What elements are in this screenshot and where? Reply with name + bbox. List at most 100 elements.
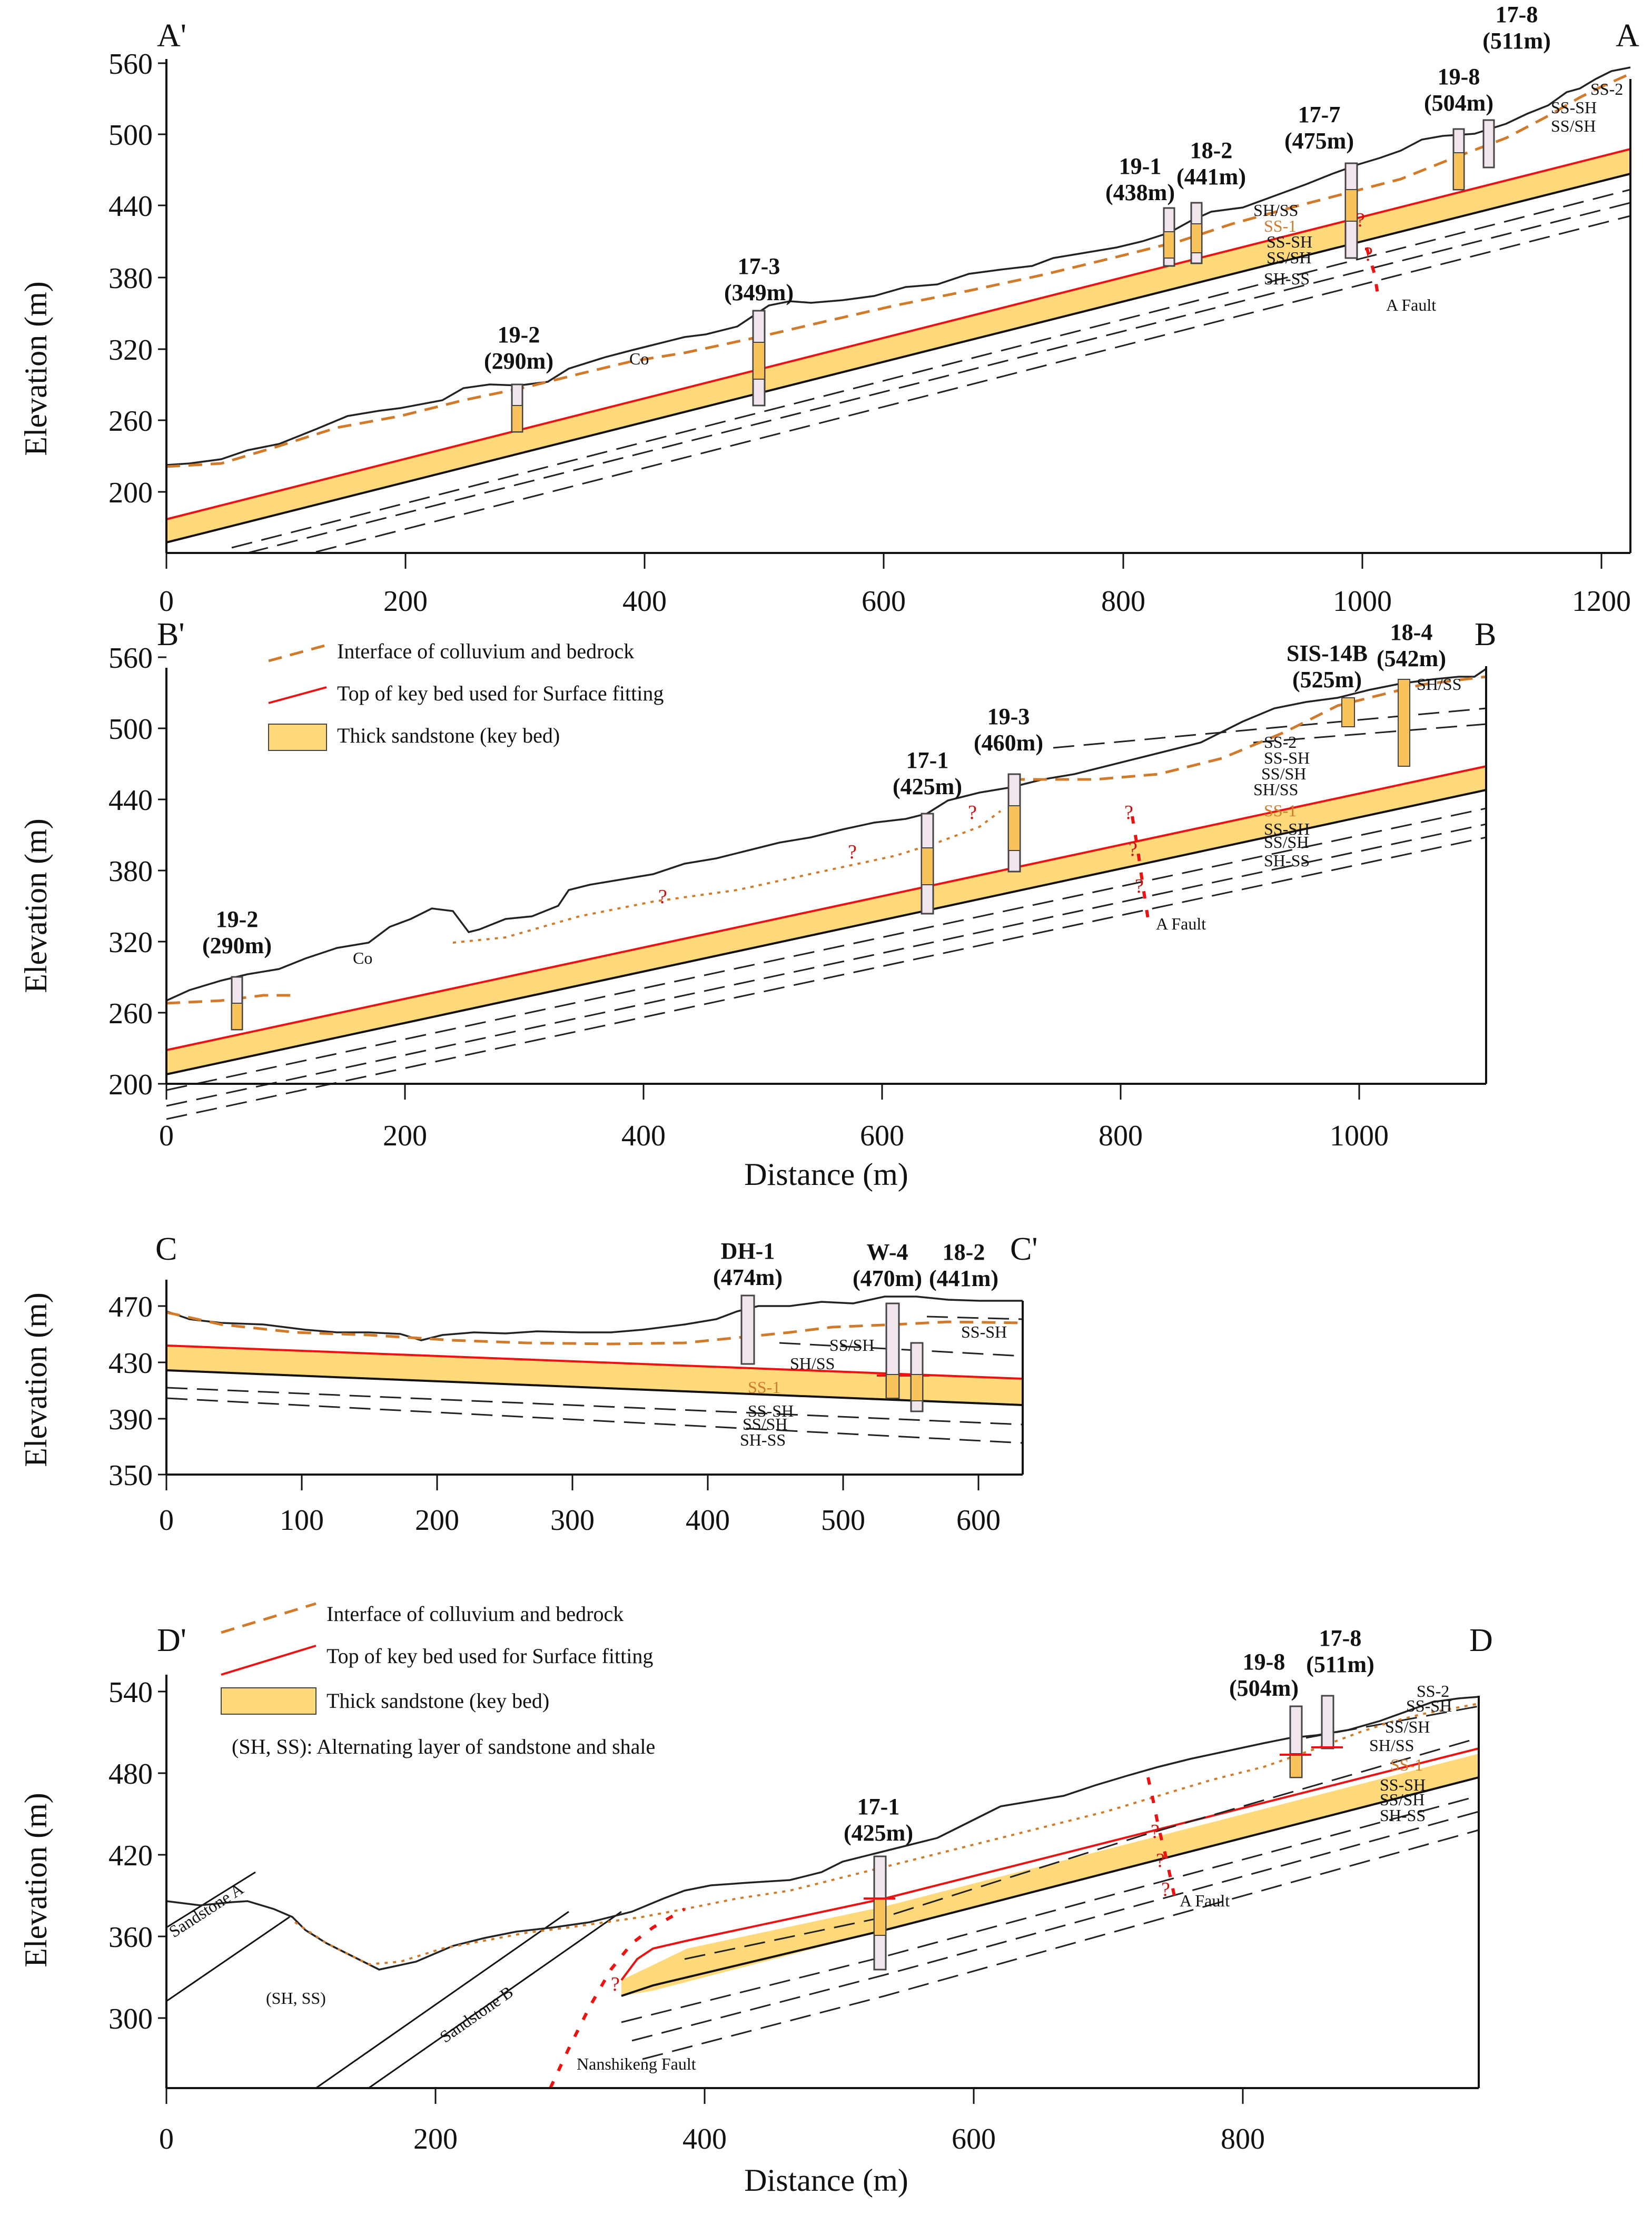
panel-d-right-label: D xyxy=(1469,1623,1493,1658)
borehole-elevation: (504m) xyxy=(1424,90,1493,116)
layer-label: SS-SH xyxy=(1264,748,1310,767)
legend-colluvium-swatch xyxy=(221,1602,316,1634)
borehole-elevation: (290m) xyxy=(484,348,553,374)
borehole-sandstone xyxy=(1345,189,1358,222)
legend-label: Thick sandstone (key bed) xyxy=(337,724,560,747)
panel-a-colluvium-interface xyxy=(166,72,1631,468)
panel-b-key-bed-bottom xyxy=(166,789,1487,1075)
sandstone-b-boundary xyxy=(315,1911,569,2089)
x-tick-label: 600 xyxy=(956,1504,1001,1537)
panel-d-layer-line xyxy=(631,1811,1479,2042)
layer-label: SH-SS xyxy=(1380,1806,1426,1825)
layer-label: SS-1 xyxy=(1264,216,1297,235)
x-tick-label: 400 xyxy=(686,1504,730,1537)
panel-a-key-bed-top xyxy=(166,148,1631,520)
layer-label: SS-2 xyxy=(1590,80,1623,98)
question-mark: ? xyxy=(1124,802,1133,824)
panel-c-boreholes: DH-1 (474m) W-4 (470m) 18-2 (441m) xyxy=(713,1238,998,1412)
borehole-name: 18-4 xyxy=(1390,619,1433,645)
layer-label: SH/SS xyxy=(1253,201,1298,220)
borehole-sandstone xyxy=(1398,679,1410,767)
panel-b-ground-surface xyxy=(166,668,1487,1002)
layer-label: SS/SH xyxy=(1267,248,1311,267)
panel-d-layer-labels: SS-2 SS-SH SS/SH SH/SS SS-1 SS-SH SS/SH … xyxy=(1369,1682,1452,1825)
borehole-sandstone xyxy=(753,342,765,380)
x-tick-label: 1000 xyxy=(1333,585,1392,618)
panel-d-left-label: D' xyxy=(157,1623,186,1658)
fault-label: A Fault xyxy=(1156,914,1206,933)
x-tick-label: 200 xyxy=(415,1504,459,1537)
question-mark: ? xyxy=(848,841,857,863)
layer-label: SS-1 xyxy=(1264,801,1297,820)
x-tick-label: 400 xyxy=(621,1120,666,1152)
borehole-elevation: (470m) xyxy=(853,1265,922,1291)
panel-c-ground-surface xyxy=(166,1296,1023,1341)
y-tick-label: 560 xyxy=(108,642,153,675)
panel-b: B' B Elevation (m) Interface of colluviu… xyxy=(18,617,1496,1192)
legend-label: (SH, SS): Alternating layer of sandstone… xyxy=(232,1735,655,1758)
colluvium-label: Co xyxy=(353,948,372,967)
question-mark: ? xyxy=(968,802,977,824)
panel-c-layer-line xyxy=(166,1387,1023,1426)
borehole-sandstone xyxy=(231,1003,243,1030)
x-tick-label: 600 xyxy=(862,585,906,618)
borehole-name: 18-2 xyxy=(943,1239,985,1265)
y-tick-label: 200 xyxy=(108,1069,153,1101)
layer-label: SS/SH xyxy=(1380,1790,1425,1809)
borehole-name: 17-8 xyxy=(1319,1625,1362,1651)
question-mark: ? xyxy=(1356,209,1365,231)
y-tick-label: 470 xyxy=(108,1291,153,1323)
layer-label: SS-SH xyxy=(1264,819,1310,838)
x-tick-label: 0 xyxy=(159,585,174,618)
y-tick-label: 380 xyxy=(108,855,153,888)
y-tick-label: 360 xyxy=(108,1921,153,1954)
legend-keybed-swatch xyxy=(268,724,327,751)
panel-b-layer-line xyxy=(166,836,1487,1120)
borehole-name: 19-3 xyxy=(987,704,1030,729)
borehole-elevation: (542m) xyxy=(1377,646,1446,671)
panel-d: D' D Elevation (m) Interface of colluviu… xyxy=(18,1602,1493,2198)
borehole-name: 18-2 xyxy=(1190,137,1233,163)
borehole-elevation: (290m) xyxy=(202,933,272,958)
panel-b-left-label: B' xyxy=(157,617,185,652)
borehole-sandstone xyxy=(1008,805,1021,851)
panel-b-colluvium-interface xyxy=(1011,675,1487,781)
panel-a-y-label: Elevation (m) xyxy=(18,281,53,456)
sandstone-b-boundary xyxy=(368,1911,622,2089)
panel-a-fault-line xyxy=(1365,247,1380,301)
borehole-elevation: (441m) xyxy=(1176,164,1246,190)
borehole-name: SIS-14B xyxy=(1287,640,1368,666)
borehole-elevation: (441m) xyxy=(929,1265,998,1291)
sandstone-b-label: Sandstone B xyxy=(436,1982,516,2046)
question-mark: ? xyxy=(1135,875,1144,897)
y-tick-label: 350 xyxy=(108,1459,153,1492)
question-mark: ? xyxy=(611,1973,620,1995)
panel-c-right-label: C' xyxy=(1010,1231,1038,1267)
panel-a-y-ticks: 560 500 440 380 320 260 200 xyxy=(108,48,166,509)
question-mark: ? xyxy=(1156,1850,1165,1872)
layer-label: SS-SH xyxy=(1267,232,1312,251)
x-tick-label: 800 xyxy=(1221,2123,1265,2155)
question-mark: ? xyxy=(658,886,667,908)
panel-d-key-bed-top xyxy=(620,1747,1479,1981)
x-tick-label: 500 xyxy=(821,1504,865,1537)
nanshikeng-fault-label: Nanshikeng Fault xyxy=(577,2054,696,2073)
panel-c-y-label: Elevation (m) xyxy=(18,1292,53,1467)
panel-b-y-label: Elevation (m) xyxy=(18,818,53,993)
borehole-sandstone xyxy=(511,405,523,432)
borehole-elevation: (475m) xyxy=(1284,128,1354,154)
borehole-elevation: (460m) xyxy=(974,730,1043,756)
x-tick-label: 600 xyxy=(860,1120,904,1152)
borehole-elevation: (504m) xyxy=(1229,1675,1299,1701)
sandstone-a-boundary xyxy=(166,1871,256,1929)
panel-d-layer-line xyxy=(621,1795,1479,2023)
borehole-name: 19-2 xyxy=(498,322,540,348)
legend-label: Interface of colluvium and bedrock xyxy=(337,639,634,663)
y-tick-label: 320 xyxy=(108,334,153,367)
fault-label: A Fault xyxy=(1180,1891,1230,1910)
layer-label: SH/SS xyxy=(1417,675,1461,694)
borehole-elevation: (349m) xyxy=(724,280,794,305)
legend-label: Interface of colluvium and bedrock xyxy=(327,1602,624,1626)
borehole-sandstone xyxy=(911,1374,923,1401)
layer-label: SS/SH xyxy=(1264,833,1309,852)
